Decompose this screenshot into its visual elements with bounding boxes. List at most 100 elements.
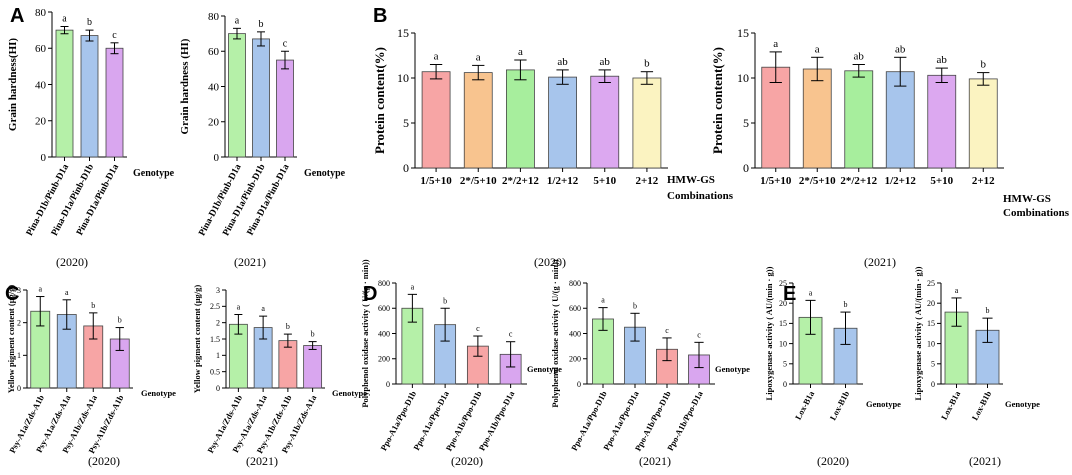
x-axis-label: Genotype: [304, 168, 346, 179]
bar: [590, 75, 620, 169]
x-axis-label: Combinations: [1003, 207, 1070, 219]
significance-letter: b: [91, 301, 95, 310]
panel-label-e: E: [783, 283, 796, 305]
category-label: Pina-D1b/Pinb-D1a: [197, 163, 243, 238]
x-axis-label: Genotype: [866, 399, 901, 409]
y-tick-label: 0: [386, 380, 390, 389]
category-label: Ppo-A1b/Ppo-D1b: [444, 389, 484, 453]
y-axis-label: Protein content(%): [372, 47, 387, 154]
significance-letter: a: [62, 14, 67, 25]
bar: [303, 345, 323, 389]
significance-letter: a: [411, 282, 415, 291]
year-caption: (2020): [817, 454, 849, 468]
year-caption: (2020): [451, 454, 483, 468]
panel-label-a: A: [10, 5, 24, 27]
y-tick-label: 0: [403, 161, 409, 175]
x-axis-label: Genotype: [133, 168, 175, 179]
category-label: Ppo-A1a/Ppo-D1b: [378, 389, 418, 452]
y-tick-label: 80: [35, 7, 47, 19]
year-caption: (2020): [534, 255, 566, 269]
x-axis-label: HMW-GS: [1003, 193, 1051, 205]
chart-e1: 0 5 10 15 20 25 Lipoxygenase activity ( AU/(mi…: [764, 266, 901, 468]
y-tick-label: 0: [743, 161, 749, 175]
significance-letter: a: [601, 296, 605, 305]
significance-letter: c: [665, 326, 669, 335]
category-label: Ppo-A1b/Ppo-D1a: [477, 389, 517, 453]
category-label: 2*/2+12: [502, 175, 539, 187]
significance-letter: a: [476, 51, 481, 63]
bar: [252, 38, 270, 158]
bar: [968, 78, 998, 169]
significance-letter: ab: [557, 56, 568, 68]
y-axis-label: Yellow pigment content (μg/g): [6, 285, 16, 394]
x-axis-label: Combinations: [667, 190, 734, 202]
y-tick-label: 25: [779, 279, 787, 288]
y-tick-label: 10: [397, 71, 409, 85]
y-tick-label: 600: [569, 304, 581, 313]
y-axis-label: Grain hardness(HI): [7, 38, 19, 132]
bar: [844, 70, 874, 169]
y-tick-label: 10: [927, 339, 935, 348]
category-label: 1/5+10: [420, 175, 452, 187]
y-tick-label: 20: [208, 117, 220, 129]
panel-label-c: C: [5, 283, 19, 305]
y-tick-label: 0: [41, 152, 47, 164]
category-label: 2*/2+12: [840, 175, 877, 187]
y-tick-label: 20: [35, 116, 47, 128]
significance-letter: a: [809, 288, 813, 297]
significance-letter: c: [112, 30, 117, 41]
significance-letter: a: [235, 15, 240, 26]
y-tick-label: 5: [743, 116, 749, 130]
category-label: Ppo-A1b/Ppo-D1a: [665, 389, 705, 453]
significance-letter: a: [955, 286, 959, 295]
chart-b1: 0 5 10 15 Protein content(%) a 1/5+10 a 2*/5+10 a…: [372, 26, 734, 269]
significance-letter: ab: [600, 56, 611, 68]
bar: [548, 76, 577, 169]
y-tick-label: 60: [35, 43, 47, 55]
y-tick-label: 10: [779, 339, 787, 348]
significance-letter: a: [815, 43, 820, 55]
year-caption: (2021): [234, 255, 266, 269]
category-label: 5+10: [593, 175, 616, 187]
y-tick-label: 800: [569, 279, 581, 288]
significance-letter: b: [844, 300, 848, 309]
x-axis-label: Genotype: [332, 388, 367, 398]
y-axis-label: Protein content(%): [710, 47, 725, 154]
y-tick-label: 40: [35, 79, 47, 91]
y-tick-label: 0: [17, 384, 21, 393]
category-label: 1/5+10: [760, 175, 792, 187]
category-label: Lox-B1a: [939, 389, 963, 422]
significance-letter: a: [65, 288, 69, 297]
significance-letter: a: [237, 303, 241, 312]
x-axis-label: Genotype: [141, 388, 176, 398]
y-tick-label: 40: [208, 81, 220, 93]
category-label: 2*/5+10: [460, 175, 497, 187]
y-tick-label: 20: [927, 299, 935, 308]
y-axis-label: Polyphenol oxidase activity ( U/(g · min…: [360, 259, 370, 407]
category-label: 2*/5+10: [799, 175, 836, 187]
y-tick-label: 800: [378, 279, 390, 288]
y-tick-label: 25: [927, 279, 935, 288]
significance-letter: c: [476, 324, 480, 333]
significance-letter: a: [38, 285, 42, 294]
year-caption: (2020): [56, 255, 88, 269]
significance-letter: c: [509, 330, 513, 339]
significance-letter: b: [311, 330, 315, 339]
significance-letter: b: [118, 316, 122, 325]
category-label: 2+12: [972, 175, 995, 187]
significance-letter: b: [986, 306, 990, 315]
significance-letter: b: [259, 19, 264, 30]
y-axis-label: Yellow pigment content (μg/g): [192, 285, 202, 394]
category-label: 2+12: [636, 175, 659, 187]
y-tick-label: 1: [17, 351, 21, 360]
y-tick-label: 80: [208, 11, 220, 23]
y-tick-label: 10: [737, 71, 749, 85]
significance-letter: b: [87, 17, 92, 28]
y-tick-label: 2: [216, 318, 220, 327]
y-tick-label: 3: [216, 286, 220, 295]
bar: [278, 340, 298, 389]
bar: [463, 72, 493, 169]
bar: [228, 33, 246, 158]
bar: [55, 29, 74, 158]
